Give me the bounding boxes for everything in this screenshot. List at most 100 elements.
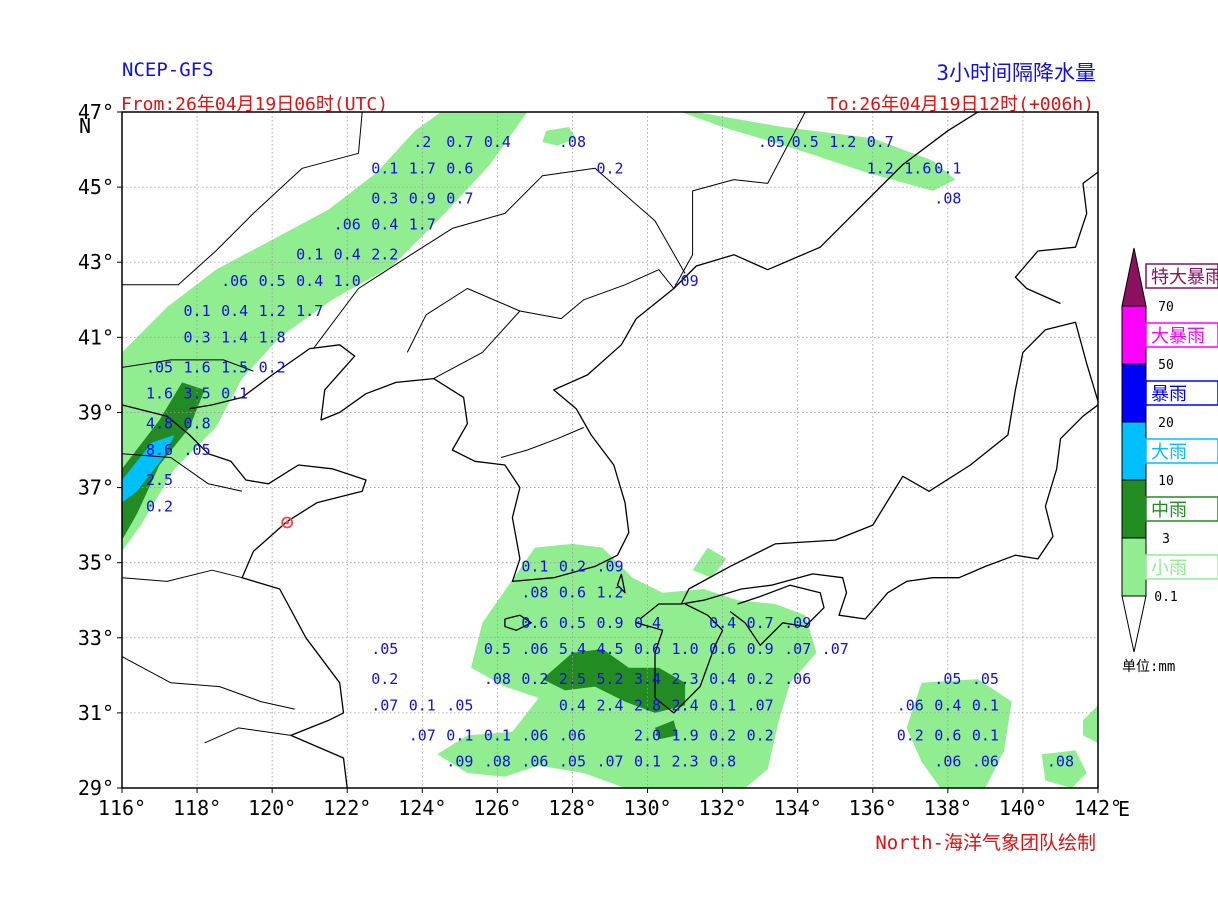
- precip-value: 0.3: [184, 328, 211, 346]
- precip-value: 0.1: [521, 557, 548, 575]
- legend-threshold: 3: [1162, 532, 1170, 547]
- precip-value: .06: [784, 670, 811, 688]
- rain-area-light: [1083, 705, 1098, 743]
- lon-tick-label: 128°: [548, 796, 596, 820]
- precip-value: 1.7: [296, 302, 323, 320]
- legend-label-box: [1145, 496, 1218, 522]
- precip-value: 0.7: [446, 133, 473, 151]
- precip-value: .06: [934, 753, 961, 771]
- precip-value: 0.5: [559, 614, 586, 632]
- precip-value: 0.1: [409, 696, 436, 714]
- lon-tick-label: 118°: [173, 796, 221, 820]
- admin-border: [122, 569, 243, 582]
- precip-value: 0.9: [596, 614, 623, 632]
- precip-value: 0.1: [296, 246, 323, 264]
- precip-value: 0.3: [371, 189, 398, 207]
- precip-value: .07: [784, 640, 811, 658]
- precip-value: 0.2: [521, 670, 548, 688]
- precip-value: .06: [221, 272, 248, 290]
- lon-tick-label: 130°: [623, 796, 671, 820]
- legend-label-box: [1145, 263, 1218, 289]
- lat-tick-label: 41°: [78, 325, 114, 349]
- precip-value: 2.5: [559, 670, 586, 688]
- admin-border: [122, 359, 254, 372]
- legend-threshold: 50: [1158, 358, 1174, 373]
- precip-value: 0.1: [972, 726, 999, 744]
- lon-tick-label: 116°: [98, 796, 146, 820]
- admin-border: [313, 167, 686, 349]
- legend-label: 中雨: [1151, 500, 1187, 521]
- precip-value: 0.1: [634, 753, 661, 771]
- lon-tick-label: 142°: [1074, 796, 1122, 820]
- precip-value: .06: [334, 216, 361, 234]
- precip-value: 1.6: [904, 159, 931, 177]
- legend-swatch-none: [1121, 595, 1147, 653]
- lat-tick-label: 29°: [78, 776, 114, 800]
- precip-value: 0.2: [897, 726, 924, 744]
- precip-value: 1.6: [146, 385, 173, 403]
- precip-value: 0.4: [709, 670, 736, 688]
- precip-value: 1.0: [672, 640, 699, 658]
- precip-value: 0.4: [484, 133, 511, 151]
- precip-value: 3.5: [184, 385, 211, 403]
- precip-value: 5.4: [559, 640, 586, 658]
- rain-area-light: [437, 543, 817, 788]
- precip-value: .06: [559, 726, 586, 744]
- precip-value: 0.4: [634, 614, 661, 632]
- admin-border: [204, 727, 291, 744]
- lat-tick-label: 45°: [78, 175, 114, 199]
- admin-border: [433, 269, 675, 380]
- lat-tick-label: 33°: [78, 626, 114, 650]
- precip-value: 0.7: [867, 133, 894, 151]
- precip-value: .07: [596, 753, 623, 771]
- rain-area-light: [542, 127, 577, 146]
- credit-text: North-海洋气象团队绘制: [875, 832, 1096, 854]
- precip-value: 0.6: [559, 584, 586, 602]
- precip-value: 1.2: [867, 159, 894, 177]
- precip-value: 2.3: [672, 670, 699, 688]
- precip-value: 1.7: [409, 216, 436, 234]
- precip-value: .09: [784, 614, 811, 632]
- precip-value: .07: [747, 696, 774, 714]
- rain-area-moderate: [542, 649, 686, 713]
- precip-value: 0.1: [371, 159, 398, 177]
- lat-tick-label: 39°: [78, 400, 114, 424]
- precip-value: 2.2: [371, 246, 398, 264]
- map-frame: [121, 111, 1099, 789]
- product-title: 3小时间隔降水量: [936, 61, 1096, 85]
- precip-value: .08: [934, 189, 961, 207]
- precip-value: 5.2: [596, 670, 623, 688]
- coastline: [639, 321, 1098, 620]
- legend-label: 暴雨: [1151, 384, 1187, 405]
- precip-value: 1.9: [672, 726, 699, 744]
- legend-label: 大暴雨: [1151, 326, 1205, 347]
- rain-area-light: [681, 112, 956, 191]
- precip-value: 1.2: [829, 133, 856, 151]
- precip-value: 3.4: [634, 670, 661, 688]
- model-title: NCEP-GFS: [122, 59, 214, 81]
- precip-value: 0.8: [184, 415, 211, 433]
- rain-area-light: [1041, 750, 1087, 788]
- precip-value: .05: [371, 640, 398, 658]
- precip-value: 0.6: [521, 614, 548, 632]
- precip-value: 0.5: [259, 272, 286, 290]
- precip-value: 0.4: [334, 246, 361, 264]
- valid-from: From:26年04月19日06时(UTC): [121, 94, 389, 115]
- precip-value: 1.2: [259, 302, 286, 320]
- precip-value: .07: [409, 726, 436, 744]
- precip-value: 0.1: [484, 726, 511, 744]
- legend-swatch: [1121, 363, 1147, 423]
- precip-value: 0.1: [709, 696, 736, 714]
- lat-tick-label: 31°: [78, 701, 114, 725]
- precip-value: 1.7: [409, 159, 436, 177]
- precip-value: 4.5: [596, 640, 623, 658]
- precip-value: 0.7: [747, 614, 774, 632]
- lon-tick-label: 140°: [999, 796, 1047, 820]
- precip-value: 0.1: [934, 159, 961, 177]
- rain-area-moderate: [122, 382, 205, 541]
- legend-swatch: [1121, 537, 1147, 597]
- precip-value: 0.2: [559, 557, 586, 575]
- precip-value: 0.4: [559, 696, 586, 714]
- precip-value: .06: [521, 640, 548, 658]
